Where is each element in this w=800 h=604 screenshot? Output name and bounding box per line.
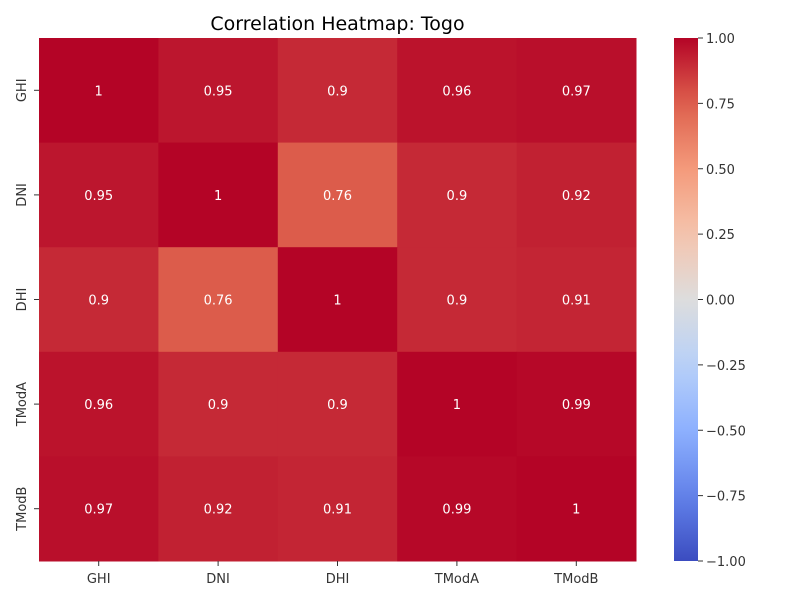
heatmap-cell-DNI-TModA <box>397 142 518 248</box>
colorbar-tick-label-5: −0.25 <box>706 359 746 374</box>
cell-label-TModA-GHI: 0.96 <box>84 398 113 413</box>
heatmap-cell-GHI-TModB <box>516 38 637 144</box>
cell-label-GHI-DHI: 0.9 <box>327 84 348 99</box>
heatmap-cell-TModA-DNI <box>158 351 279 457</box>
heatmap-cell-DHI-TModA <box>397 247 518 353</box>
cell-label-DHI-TModB: 0.91 <box>562 294 591 309</box>
colorbar-tick-label-3: 0.25 <box>706 228 735 243</box>
cell-label-GHI-TModB: 0.97 <box>562 84 591 99</box>
cell-label-DNI-TModB: 0.92 <box>562 189 591 204</box>
heatmap-cell-GHI-GHI <box>39 38 159 144</box>
cell-label-GHI-DNI: 0.95 <box>204 84 233 99</box>
colorbar-tick-label-2: 0.50 <box>706 163 735 178</box>
heatmap-cell-TModB-DNI <box>158 456 279 562</box>
heatmap-cell-GHI-TModA <box>397 38 518 144</box>
y-tick-label-GHI: GHI <box>15 78 30 102</box>
y-tick-label-DNI: DNI <box>15 183 30 207</box>
x-tick-label-TModB: TModB <box>553 572 598 587</box>
x-tick-label-DNI: DNI <box>206 572 230 587</box>
heatmap-cell-TModB-DHI <box>277 456 398 562</box>
cell-label-DNI-DNI: 1 <box>214 189 222 204</box>
cell-label-DHI-TModA: 0.9 <box>447 294 468 309</box>
cell-label-DNI-DHI: 0.76 <box>323 189 352 204</box>
heatmap-cell-DHI-GHI <box>39 247 159 353</box>
heatmap-cell-labels: 1 0.95 0.9 0.96 0.97 0.95 1 0.76 0.9 0.92 0.9 0.76 1… <box>84 84 591 517</box>
heatmap-cell-DNI-DHI <box>277 142 398 248</box>
x-tick-label-DHI: DHI <box>326 572 350 587</box>
chart-title: Correlation Heatmap: Togo <box>210 13 464 35</box>
heatmap-cell-DNI-GHI <box>39 142 159 248</box>
heatmap-cell-DHI-DNI <box>158 247 279 353</box>
heatmap-cell-TModA-TModA <box>397 351 518 457</box>
cell-label-TModB-GHI: 0.97 <box>84 503 113 518</box>
heatmap-cell-GHI-DHI <box>277 38 398 144</box>
cell-label-TModA-DHI: 0.9 <box>327 398 348 413</box>
heatmap-cell-DHI-TModB <box>516 247 637 353</box>
colorbar-tick-label-4: 0.00 <box>706 294 735 309</box>
heatmap-cell-TModA-TModB <box>516 351 637 457</box>
heatmap-cell-TModB-GHI <box>39 456 159 562</box>
y-tick-label-TModB: TModB <box>15 487 30 532</box>
heatmap-cell-TModB-TModB <box>516 456 637 562</box>
cell-label-DHI-GHI: 0.9 <box>88 294 109 309</box>
x-tick-label-GHI: GHI <box>87 572 111 587</box>
heatmap-cell-TModB-TModA <box>397 456 518 562</box>
x-axis: GHI DNI DHI TModA TModB <box>87 561 598 587</box>
heatmap-cell-TModA-DHI <box>277 351 398 457</box>
y-tick-label-TModA: TModA <box>15 382 30 427</box>
cell-label-TModA-TModA: 1 <box>453 398 461 413</box>
heatmap-cell-DHI-DHI <box>277 247 398 353</box>
cell-label-DNI-GHI: 0.95 <box>84 189 113 204</box>
x-tick-label-TModA: TModA <box>434 572 479 587</box>
y-axis: GHI DNI DHI TModA TModB <box>15 78 39 532</box>
colorbar: 1.00 0.75 0.50 0.25 0.00 −0.25 −0.50 −0.75 −1.00 <box>674 32 746 570</box>
colorbar-tick-label-7: −0.75 <box>706 490 746 505</box>
cell-label-TModA-TModB: 0.99 <box>562 398 591 413</box>
colorbar-tick-label-8: −1.00 <box>706 555 746 570</box>
heatmap-cell-TModA-GHI <box>39 351 159 457</box>
colorbar-gradient <box>674 38 698 561</box>
cell-label-TModA-DNI: 0.9 <box>208 398 229 413</box>
cell-label-GHI-GHI: 1 <box>95 84 103 99</box>
cell-label-TModB-TModB: 1 <box>572 503 580 518</box>
colorbar-tick-label-1: 0.75 <box>706 97 735 112</box>
y-tick-label-DHI: DHI <box>15 288 30 312</box>
colorbar-tick-label-0: 1.00 <box>706 32 735 47</box>
heatmap-cell-DNI-DNI <box>158 142 279 248</box>
heatmap-cell-DNI-TModB <box>516 142 637 248</box>
cell-label-GHI-TModA: 0.96 <box>442 84 471 99</box>
cell-label-TModB-DNI: 0.92 <box>204 503 233 518</box>
cell-label-TModB-DHI: 0.91 <box>323 503 352 518</box>
cell-label-DNI-TModA: 0.9 <box>447 189 468 204</box>
cell-label-DHI-DNI: 0.76 <box>204 294 233 309</box>
heatmap-cell-GHI-DNI <box>158 38 279 144</box>
cell-label-DHI-DHI: 1 <box>333 294 341 309</box>
cell-label-TModB-TModA: 0.99 <box>442 503 471 518</box>
heatmap-cells <box>39 38 637 562</box>
colorbar-tick-label-6: −0.50 <box>706 424 746 439</box>
